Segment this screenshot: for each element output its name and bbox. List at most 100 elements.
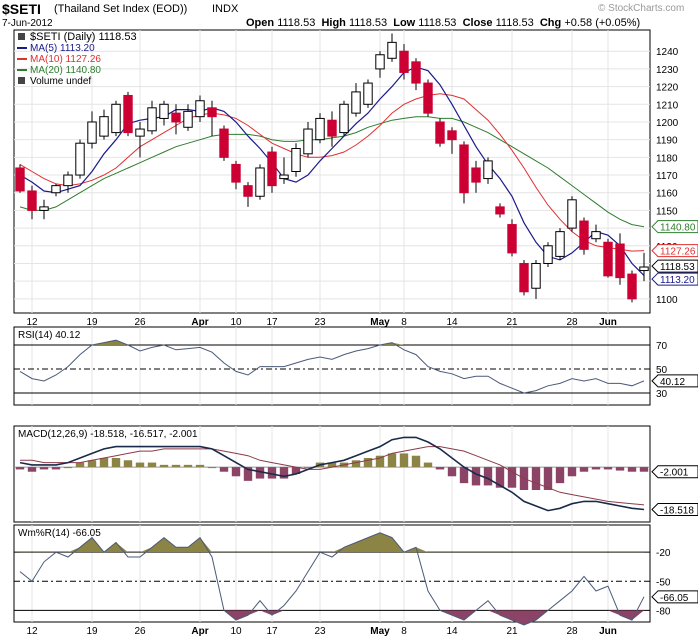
candle — [315, 113, 325, 144]
macd-histogram-bar — [351, 460, 361, 468]
x-tick-label: 8 — [401, 626, 407, 637]
price-tag-label: 1113.20 — [660, 275, 695, 286]
candle — [555, 228, 565, 260]
macd-histogram-bar — [567, 467, 577, 477]
macd-histogram-bar — [75, 462, 85, 468]
candle-body — [231, 163, 241, 183]
candle — [243, 182, 253, 207]
macd-histogram-bar — [183, 464, 193, 468]
candle-body — [351, 91, 361, 114]
y-tick-label: -50 — [656, 577, 671, 588]
macd-histogram-bar — [615, 467, 625, 471]
candle — [399, 44, 409, 80]
candle-body — [507, 224, 517, 254]
candle — [255, 164, 265, 200]
macd-histogram-bar — [267, 467, 277, 479]
candle-body — [471, 167, 481, 183]
macd-histogram-bar — [555, 467, 565, 484]
y-tick-label: 1150 — [656, 206, 678, 217]
macd-tag: -2.001 — [651, 465, 698, 479]
x-tick-label: 21 — [506, 626, 518, 637]
y-tick-label: 1220 — [656, 83, 679, 94]
open-value: 1118.53 — [277, 17, 316, 29]
macd-histogram-bar — [459, 467, 469, 484]
candle-body — [567, 199, 577, 229]
willr-tag: -66.05 — [651, 590, 698, 604]
candle-body — [51, 185, 61, 194]
macd-histogram-bar — [399, 453, 409, 468]
legend-item: MA(10) 1127.26 — [30, 54, 101, 65]
legend-item: Volume undef — [30, 76, 91, 87]
x-tick-label: Apr — [191, 626, 208, 637]
candle — [159, 100, 169, 126]
candle-body — [63, 174, 73, 187]
candle — [219, 125, 229, 161]
macd-histogram-bar — [603, 467, 613, 470]
x-tick-label: 26 — [134, 626, 146, 637]
macd-histogram-bar — [411, 455, 421, 468]
macd-histogram-bar — [303, 467, 313, 469]
macd-histogram-bar — [279, 467, 289, 479]
candle — [411, 58, 421, 91]
candle-body — [291, 148, 301, 173]
candle-body — [135, 128, 145, 137]
bar-icon — [18, 33, 25, 40]
macd-histogram-bar — [255, 467, 265, 479]
candle-body — [531, 262, 541, 289]
macd-histogram-bar — [207, 467, 217, 469]
x-tick-label: Jun — [599, 626, 617, 637]
candle — [99, 109, 109, 140]
rsi-panel — [13, 326, 651, 406]
candle — [195, 95, 205, 122]
macd-histogram-bar — [483, 467, 493, 486]
macd-histogram-bar — [591, 467, 601, 470]
y-tick-label: -80 — [656, 606, 671, 617]
legend-item: MA(20) 1140.80 — [30, 65, 101, 76]
macd-histogram-bar — [87, 460, 97, 468]
ma10-line — [19, 93, 645, 252]
candle — [135, 121, 145, 158]
close-label: Close — [462, 17, 493, 29]
candle-body — [411, 61, 421, 84]
price-tag-box — [651, 374, 698, 388]
candle — [519, 259, 529, 296]
candle — [87, 111, 97, 149]
y-tick-label: 70 — [656, 341, 668, 352]
candle — [111, 100, 121, 137]
candle — [207, 100, 217, 137]
candle-body — [591, 231, 601, 240]
candle-body — [111, 103, 121, 134]
candle — [543, 242, 553, 268]
candle — [75, 139, 85, 179]
x-tick-label: 21 — [506, 317, 518, 328]
candle-body — [423, 82, 433, 114]
candle-body — [183, 110, 193, 128]
high-value: 1118.53 — [348, 17, 388, 29]
price-tag-box — [651, 259, 698, 273]
price-tag-box — [651, 220, 698, 234]
price-tag: 1113.20 — [651, 272, 698, 286]
candle-body — [375, 54, 385, 70]
y-tick-label: 1230 — [656, 65, 679, 76]
candle-body — [615, 243, 625, 279]
candle-body — [279, 174, 289, 180]
price-tag-label: -2.001 — [660, 468, 689, 479]
candle — [531, 259, 541, 299]
candle — [423, 79, 433, 117]
candle-body — [195, 100, 205, 118]
price-tag-box — [651, 465, 698, 479]
chg-value: +0.58 (+0.05%) — [564, 17, 641, 29]
candle — [339, 100, 349, 137]
macd-histogram-bar — [471, 467, 481, 486]
candle — [447, 127, 457, 154]
macd-histogram-bar — [627, 467, 637, 472]
candle — [639, 252, 649, 282]
x-tick-label: 19 — [86, 317, 98, 328]
willr-line — [19, 532, 645, 626]
macd-histogram-bar — [387, 453, 397, 468]
candle-body — [639, 266, 649, 272]
candle-body — [123, 94, 133, 134]
candle — [483, 157, 493, 184]
candle — [279, 157, 289, 184]
